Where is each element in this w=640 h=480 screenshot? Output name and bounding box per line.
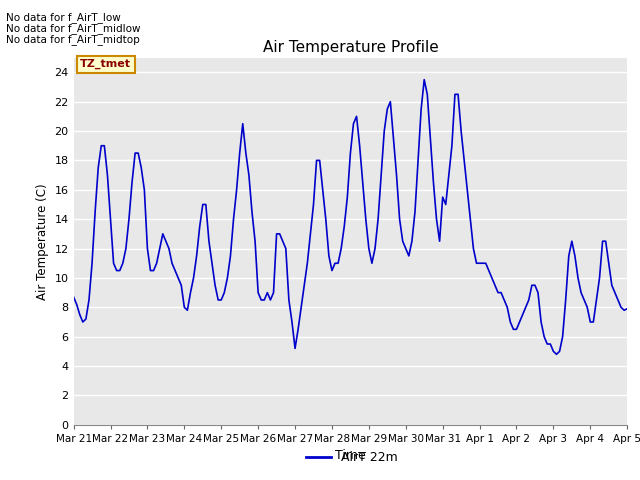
- Text: TZ_tmet: TZ_tmet: [80, 59, 131, 69]
- Text: No data for f_AirT_low: No data for f_AirT_low: [6, 12, 121, 23]
- Text: No data for f_AirT_midtop: No data for f_AirT_midtop: [6, 34, 140, 45]
- Text: No data for f_AirT_midlow: No data for f_AirT_midlow: [6, 23, 141, 34]
- Legend: AirT 22m: AirT 22m: [301, 446, 403, 469]
- Title: Air Temperature Profile: Air Temperature Profile: [262, 40, 438, 55]
- X-axis label: Time: Time: [335, 449, 366, 462]
- Y-axis label: Air Temperature (C): Air Temperature (C): [36, 183, 49, 300]
